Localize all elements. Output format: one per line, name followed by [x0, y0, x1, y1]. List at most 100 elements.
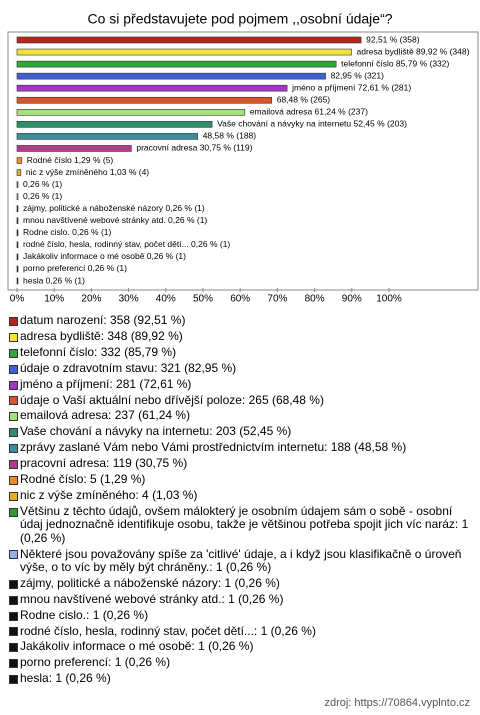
legend-swatch [9, 364, 18, 374]
bar [16, 169, 22, 176]
legend-label: údaje o zdravotním stavu: 321 (82,95 %) [20, 360, 237, 375]
bar [16, 36, 362, 44]
bar [16, 181, 19, 188]
legend-swatch [9, 595, 18, 605]
legend-entry: zájmy, politické a náboženské názory: 1 … [8, 576, 470, 592]
legend-swatch [9, 627, 18, 637]
bar [16, 96, 273, 104]
bar-label: jméno a příjmení 72,61 % (281) [291, 82, 411, 92]
legend-swatch [9, 643, 18, 653]
bar-label: mnou navštívené webové stránky atd. 0,26… [23, 215, 207, 225]
legend-swatch [9, 659, 18, 669]
x-tick-label: 20% [81, 294, 101, 305]
legend-entry: emailová adresa: 237 (61,24 %) [8, 408, 470, 424]
x-tick-label: 60% [230, 294, 250, 305]
legend-swatch [9, 317, 18, 326]
bar-label: pracovní adresa 30,75 % (119) [136, 143, 252, 153]
legend-swatch [9, 579, 18, 589]
legend-label: Jakákoliv informace o mé osobě: 1 (0,26 … [20, 639, 254, 654]
legend-entry: údaje o Vaší aktuální nebo dřívější polo… [8, 392, 470, 408]
x-tick-label: 50% [193, 294, 213, 305]
bar-label: 68,48 % (265) [277, 95, 331, 105]
bar [16, 241, 19, 249]
legend-entry: nic z výše zmíněného: 4 (1,03 %) [8, 488, 470, 504]
bar [16, 265, 19, 273]
bar [16, 84, 288, 92]
legend-swatch [9, 396, 18, 406]
legend-entry: údaje o zdravotním stavu: 321 (82,95 %) [8, 361, 470, 377]
bar [16, 48, 352, 56]
legend-entry: jméno a příjmení: 281 (72,61 %) [8, 377, 470, 393]
legend-swatch [9, 428, 18, 438]
legend-label: mnou navštívené webové stránky atd.: 1 (… [20, 591, 284, 606]
bar [16, 72, 326, 80]
bar [16, 109, 246, 116]
legend-label: pracovní adresa: 119 (30,75 %) [20, 456, 188, 471]
legend-swatch [9, 550, 18, 560]
source-note: zdroj: https://70864.vyplnto.cz [324, 697, 470, 709]
bar [16, 133, 199, 140]
legend-entry: Některé jsou považovány spíše za 'citliv… [8, 546, 470, 575]
bar [16, 157, 23, 164]
legend-label: adresa bydliště: 348 (89,92 %) [20, 329, 183, 344]
x-tick-label: 30% [119, 294, 139, 305]
legend-entry: Rodné číslo: 5 (1,29 %) [8, 472, 470, 488]
legend-swatch [9, 507, 18, 517]
bar-label: Rodne cislo. 0,26 % (1) [23, 227, 112, 237]
bar [16, 229, 19, 237]
bar-label: 82,95 % (321) [331, 70, 385, 80]
bar [16, 205, 19, 212]
legend-label: Rodné číslo: 5 (1,29 %) [20, 471, 146, 486]
legend-entry: Většinu z těchto údajů, ovšem málokterý … [8, 504, 470, 547]
legend-entry: mnou navštívené webové stránky atd.: 1 (… [8, 592, 470, 608]
bar-label: telefonní číslo 85,79 % (332) [341, 58, 449, 68]
legend-entry: Vaše chování a návyky na internetu: 203 … [8, 424, 470, 440]
legend-entry: Rodne cislo.: 1 (0,26 %) [8, 608, 470, 624]
legend-entry: datum narození: 358 (92,51 %) [8, 313, 470, 329]
legend-entry: zprávy zaslané Vám nebo Vámi prostřednic… [8, 440, 470, 456]
legend-label: Rodne cislo.: 1 (0,26 %) [20, 607, 149, 622]
legend: datum narození: 358 (92,51 %) adresa bydl… [8, 313, 470, 687]
legend-swatch [9, 459, 18, 469]
legend-swatch [9, 444, 18, 453]
legend-entry: adresa bydliště: 348 (89,92 %) [8, 329, 470, 345]
legend-label: Vaše chování a návyky na internetu: 203 … [20, 424, 292, 439]
bar [16, 253, 19, 261]
bar [16, 217, 19, 225]
legend-label: jméno a příjmení: 281 (72,61 %) [20, 376, 192, 391]
x-tick-label: 100% [376, 294, 402, 305]
bar [16, 193, 19, 200]
legend-swatch [9, 675, 18, 684]
legend-swatch [9, 611, 18, 621]
bar-label: porno preferencí 0,26 % (1) [23, 263, 127, 273]
legend-swatch [9, 380, 18, 390]
legend-swatch [9, 412, 18, 422]
bar-label: 0,26 % (1) [23, 191, 62, 201]
x-tick-label: 80% [305, 294, 325, 305]
legend-label: zájmy, politické a náboženské názory: 1 … [20, 575, 280, 590]
bar [16, 60, 337, 68]
bar-label: hesla 0,26 % (1) [23, 275, 85, 285]
chart: Co si představujete pod pojmem ,,osobní … [7, 11, 479, 305]
bar [16, 121, 213, 128]
legend-swatch [9, 332, 18, 342]
bar-label: rodné číslo, hesla, rodinný stav, počet … [23, 239, 230, 249]
legend-swatch [9, 475, 18, 485]
legend-label: datum narození: 358 (92,51 %) [20, 313, 186, 328]
x-tick-label: 70% [267, 294, 287, 305]
legend-swatch [9, 348, 18, 358]
bar-label: 92,51 % (358) [366, 34, 420, 44]
x-tick-label: 10% [44, 294, 64, 305]
legend-entry: rodné číslo, hesla, rodinný stav, počet … [8, 623, 470, 639]
legend-label: údaje o Vaší aktuální nebo dřívější polo… [20, 392, 324, 407]
legend-entry: porno preferencí: 1 (0,26 %) [8, 655, 470, 671]
bar-label: zájmy, politické a náboženské názory 0,2… [23, 203, 205, 213]
x-tick-label: 40% [156, 294, 176, 305]
bar-label: 48,58 % (188) [203, 131, 257, 141]
legend-label: Některé jsou považovány spíše za 'citliv… [20, 546, 462, 575]
bar [16, 277, 19, 285]
x-tick-label: 90% [342, 294, 362, 305]
legend-label: telefonní číslo: 332 (85,79 %) [20, 344, 177, 359]
legend-entry: telefonní číslo: 332 (85,79 %) [8, 345, 470, 361]
